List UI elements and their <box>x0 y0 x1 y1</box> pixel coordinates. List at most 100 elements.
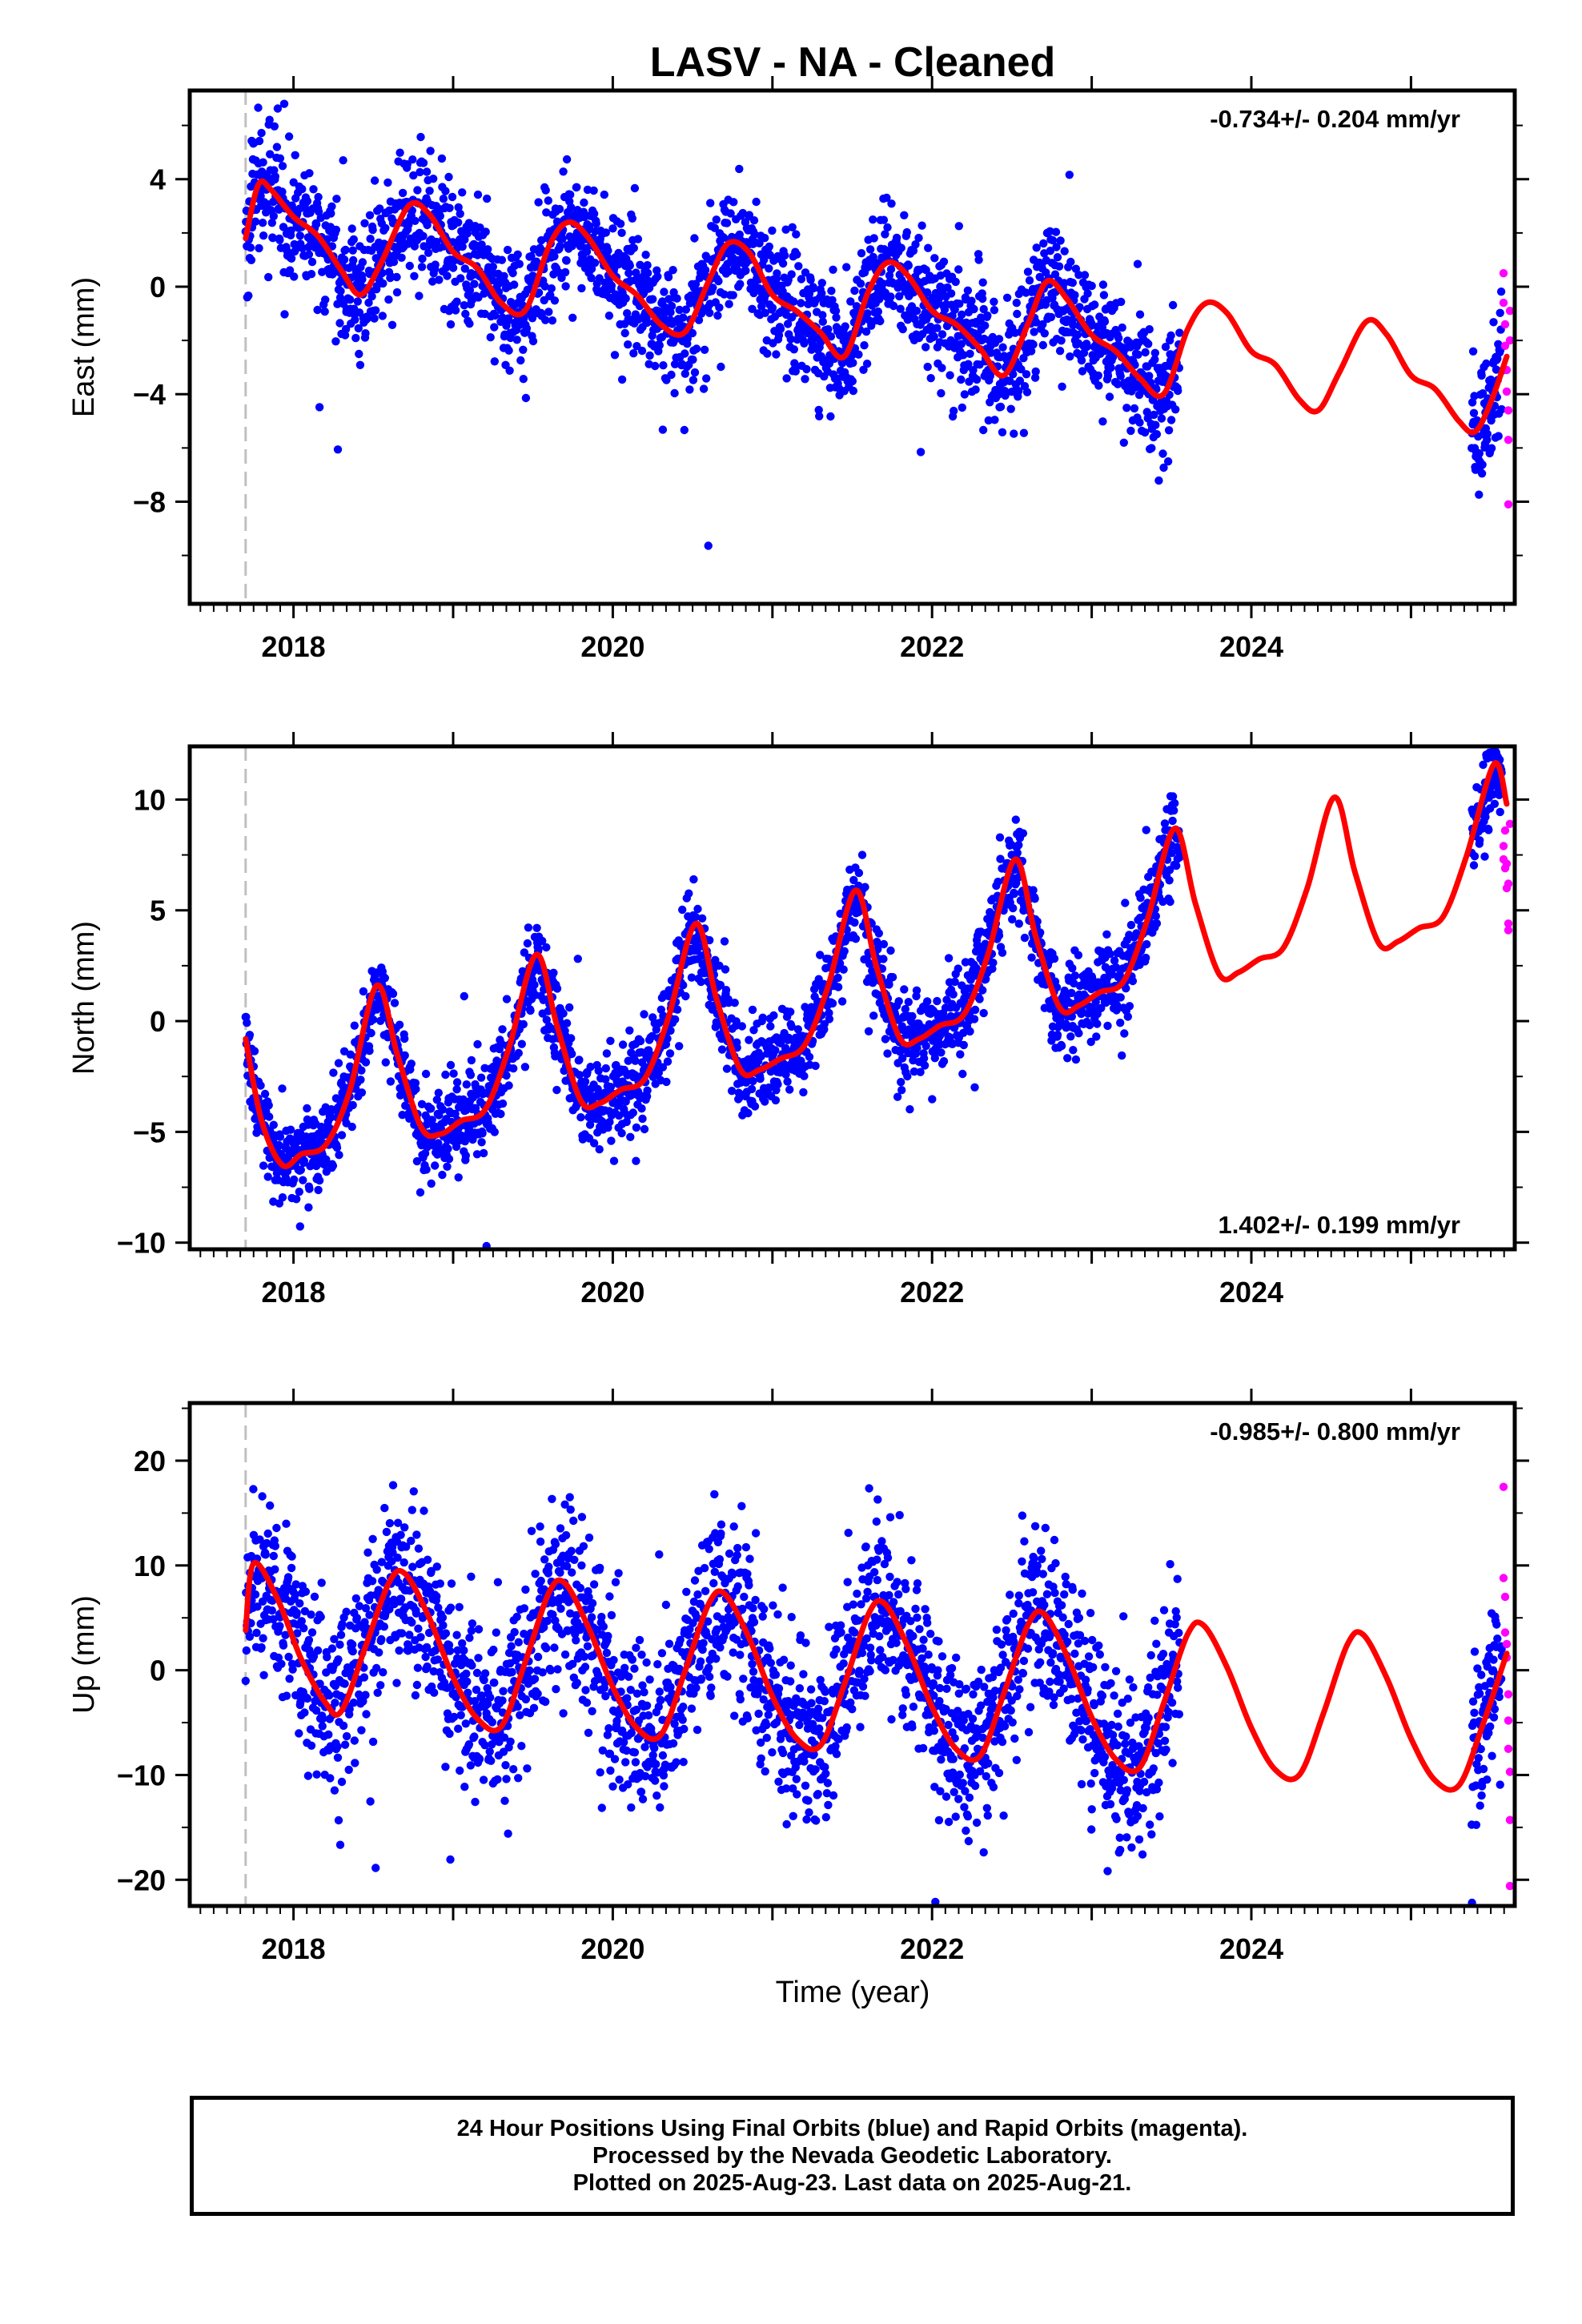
rapid-orbit-point <box>1500 341 1510 350</box>
final-orbit-point <box>559 167 568 176</box>
final-orbit-point <box>538 936 547 946</box>
final-orbit-point <box>797 1056 805 1065</box>
final-orbit-point <box>432 1096 441 1104</box>
final-orbit-point <box>600 190 608 199</box>
final-orbit-point <box>516 356 525 365</box>
final-orbit-point <box>444 1155 454 1164</box>
final-orbit-point <box>426 147 435 155</box>
final-orbit-point <box>500 271 508 280</box>
final-orbit-point <box>1118 323 1126 332</box>
final-orbit-point <box>408 155 417 164</box>
final-orbit-point <box>555 204 564 214</box>
final-orbit-point <box>996 854 1005 863</box>
final-orbit-point <box>1147 444 1156 452</box>
final-orbit-point <box>1145 372 1154 380</box>
final-orbit-point <box>879 955 888 963</box>
final-orbit-point <box>361 329 370 338</box>
final-orbit-point <box>630 183 640 193</box>
final-orbit-point <box>592 219 600 228</box>
final-orbit-point <box>951 277 960 287</box>
final-orbit-point <box>788 223 797 231</box>
final-orbit-point <box>632 1156 640 1165</box>
final-orbit-point <box>921 1041 930 1051</box>
final-orbit-point <box>358 258 367 267</box>
final-orbit-point <box>1031 367 1040 376</box>
final-orbit-point <box>652 1025 661 1034</box>
final-orbit-point <box>371 306 380 315</box>
final-orbit-point <box>519 345 528 354</box>
final-orbit-point <box>269 211 278 221</box>
rapid-orbit-point <box>1499 269 1508 278</box>
final-orbit-point <box>725 300 733 308</box>
final-orbit-point <box>527 251 536 261</box>
final-orbit-point <box>427 1104 436 1113</box>
final-orbit-point <box>1496 807 1504 817</box>
x-tick-label: 2024 <box>1219 630 1283 663</box>
final-orbit-point <box>897 243 905 252</box>
final-orbit-point <box>267 219 276 227</box>
final-orbit-point <box>1009 903 1018 913</box>
final-orbit-point <box>550 251 559 261</box>
final-orbit-point <box>568 1049 576 1059</box>
final-orbit-point <box>1066 1032 1075 1041</box>
final-orbit-point <box>1029 340 1038 349</box>
final-orbit-point <box>339 255 349 264</box>
final-orbit-point <box>1051 227 1061 236</box>
final-orbit-point <box>566 190 575 199</box>
final-orbit-point <box>828 296 837 304</box>
final-orbit-point <box>690 234 699 243</box>
final-orbit-point <box>1066 257 1075 267</box>
final-orbit-point <box>998 428 1007 436</box>
final-orbit-point <box>937 388 946 398</box>
final-orbit-point <box>303 1104 311 1113</box>
final-orbit-point <box>1477 469 1487 478</box>
final-orbit-point <box>1152 919 1162 928</box>
final-orbit-point <box>814 405 823 415</box>
plot-frame <box>187 88 1517 606</box>
final-orbit-point <box>1002 293 1012 302</box>
final-orbit-point <box>445 203 454 212</box>
final-orbit-point <box>460 301 468 310</box>
final-orbit-point <box>1150 410 1158 420</box>
final-orbit-point <box>833 973 842 983</box>
final-orbit-point <box>894 997 903 1006</box>
final-orbit-point <box>416 167 424 177</box>
final-orbit-point <box>958 403 967 412</box>
final-orbit-point <box>1133 259 1142 268</box>
final-orbit-point <box>334 1059 343 1068</box>
final-orbit-point <box>498 1025 507 1034</box>
final-orbit-point <box>1475 490 1484 499</box>
final-orbit-point <box>633 235 643 243</box>
final-orbit-point <box>295 1222 304 1231</box>
final-orbit-point <box>1066 352 1074 361</box>
final-orbit-point <box>340 331 350 340</box>
final-orbit-point <box>1166 331 1175 340</box>
final-orbit-point <box>898 1054 907 1063</box>
final-orbit-point <box>794 262 803 271</box>
final-orbit-point <box>617 1128 626 1138</box>
rapid-orbit-point <box>1504 436 1513 444</box>
final-orbit-point <box>802 364 811 374</box>
final-orbit-point <box>990 306 999 315</box>
final-orbit-point <box>272 143 282 151</box>
final-orbit-point <box>388 989 398 999</box>
final-orbit-point <box>938 330 947 339</box>
final-orbit-point <box>452 1078 462 1087</box>
final-orbit-point <box>354 324 363 333</box>
final-orbit-point <box>659 361 668 370</box>
final-orbit-point <box>938 364 946 372</box>
final-orbit-point <box>800 1072 809 1080</box>
final-orbit-point <box>774 331 784 340</box>
final-orbit-point <box>1476 836 1484 845</box>
final-orbit-point <box>1080 271 1090 279</box>
final-orbit-point <box>1122 404 1131 412</box>
final-orbit-point <box>483 194 492 203</box>
final-orbit-point <box>1008 915 1017 924</box>
final-orbit-point <box>1077 356 1086 365</box>
final-orbit-point <box>473 190 483 199</box>
final-orbit-point <box>1152 430 1162 439</box>
final-orbit-point <box>1116 993 1125 1002</box>
final-orbit-point <box>361 1058 371 1067</box>
final-orbit-point <box>411 1079 420 1088</box>
final-orbit-point <box>458 188 467 197</box>
